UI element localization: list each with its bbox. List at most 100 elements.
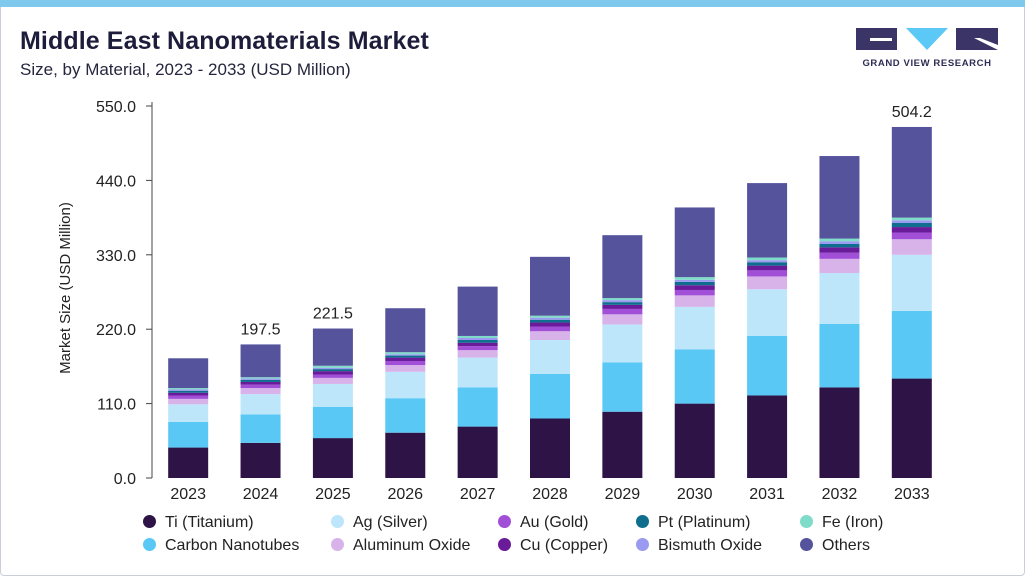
bar-stack-2026 <box>385 308 426 478</box>
legend-item: Aluminum Oxide <box>331 537 470 555</box>
bar-segment <box>168 358 209 389</box>
bar-segment <box>240 442 281 478</box>
bar-segment <box>530 331 570 341</box>
x-tick-label: 2025 <box>315 486 351 503</box>
bar-segment <box>674 279 715 282</box>
legend-label: Others <box>822 537 871 554</box>
bar-segment <box>602 298 643 301</box>
bar-segment <box>312 371 353 375</box>
legend-label: Ag (Silver) <box>353 514 428 531</box>
bar-segment <box>385 371 426 399</box>
bar-segment <box>602 362 643 412</box>
bar-segment <box>747 257 788 261</box>
x-tick-label: 2033 <box>894 486 930 503</box>
x-tick-label: 2031 <box>749 486 785 503</box>
bar-segment <box>747 289 788 336</box>
legend-swatch <box>800 515 813 528</box>
bar-stack-2032 <box>819 156 860 478</box>
bar-segment <box>240 388 281 395</box>
bar-segment <box>747 183 788 258</box>
bar-segment <box>385 354 426 356</box>
bar-segment <box>747 276 788 290</box>
bar-segment <box>674 207 715 278</box>
bar-segment <box>312 377 353 384</box>
data-label: 221.5 <box>313 306 353 323</box>
bar-segment <box>530 326 570 332</box>
y-tick-label: 550.0 <box>96 99 136 116</box>
legend-item: Au (Gold) <box>498 514 588 532</box>
bar-segment <box>168 398 209 405</box>
bar-segment <box>819 241 860 244</box>
bar-segment <box>819 258 860 274</box>
bar-segment <box>602 235 643 299</box>
bar-segment <box>168 392 209 396</box>
x-tick-label: 2023 <box>170 486 206 503</box>
legend-swatch <box>498 538 511 551</box>
bar-segment <box>747 395 788 478</box>
bars <box>168 126 932 478</box>
legend-swatch <box>636 538 649 551</box>
bar-stack-2028 <box>530 256 570 478</box>
legend-swatch <box>143 515 156 528</box>
bar-stack-2023 <box>168 358 209 478</box>
bar-segment <box>240 344 281 378</box>
bar-segment <box>457 340 498 343</box>
legend-swatch <box>331 515 344 528</box>
bar-segment <box>747 335 788 396</box>
bar-stack-2033 <box>891 126 932 478</box>
legend-label: Bismuth Oxide <box>658 537 763 554</box>
bar-segment <box>891 217 932 221</box>
bar-segment <box>891 220 932 224</box>
bar-segment <box>891 378 932 478</box>
grand-view-research-logo <box>856 28 998 50</box>
bar-segment <box>385 432 426 478</box>
data-label: 504.2 <box>892 104 932 121</box>
bar-segment <box>819 156 860 239</box>
y-tick-label: 0.0 <box>114 471 136 488</box>
bar-segment <box>457 286 498 336</box>
bar-segment <box>168 395 209 399</box>
bar-segment <box>602 302 643 305</box>
bar-segment <box>240 414 281 443</box>
legend-item: Carbon Nanotubes <box>143 537 299 555</box>
bar-segment <box>385 355 426 358</box>
bar-segment <box>891 223 932 228</box>
y-tick-label: 440.0 <box>96 173 136 190</box>
bar-segment <box>457 357 498 388</box>
bar-stack-2025 <box>312 328 353 478</box>
bar-segment <box>312 367 353 370</box>
bar-segment <box>891 232 932 240</box>
bar-segment <box>312 328 353 366</box>
y-tick-label: 220.0 <box>96 322 136 339</box>
legend-item: Fe (Iron) <box>800 514 883 532</box>
bar-stack-2027 <box>457 286 498 478</box>
legend-swatch <box>498 515 511 528</box>
bar-segment <box>312 406 353 439</box>
chart-subtitle: Size, by Material, 2023 - 2033 (USD Mill… <box>20 60 351 79</box>
x-tick-label: 2028 <box>532 486 568 503</box>
y-tick-label: 330.0 <box>96 248 136 265</box>
bar-segment <box>240 379 281 382</box>
legend-item: Pt (Platinum) <box>636 514 750 532</box>
bar-segment <box>819 273 860 324</box>
bar-segment <box>312 374 353 378</box>
bar-segment <box>530 322 570 327</box>
bar-segment <box>457 337 498 341</box>
bar-segment <box>168 389 209 391</box>
bar-segment <box>385 352 426 355</box>
bar-segment <box>385 360 426 366</box>
bar-segment <box>385 357 426 361</box>
bar-segment <box>819 252 860 259</box>
bar-segment <box>747 270 788 277</box>
legend-label: Aluminum Oxide <box>353 537 471 554</box>
bar-segment <box>457 426 498 478</box>
bar-segment <box>240 377 281 379</box>
bar-segment <box>530 340 570 374</box>
bar-segment <box>457 342 498 347</box>
bar-segment <box>457 350 498 358</box>
bar-stack-2029 <box>602 235 643 478</box>
bar-segment <box>747 262 788 266</box>
data-labels: 197.5 221.5 504.2 <box>241 104 932 338</box>
x-tick-label: 2026 <box>387 486 423 503</box>
